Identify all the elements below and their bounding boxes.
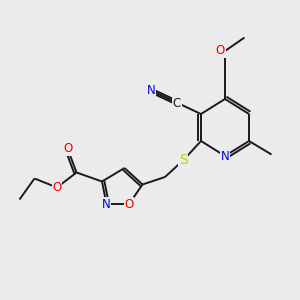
Text: C: C <box>173 97 181 110</box>
Text: S: S <box>178 154 188 167</box>
Text: N: N <box>147 83 156 97</box>
Text: O: O <box>52 181 62 194</box>
Text: N: N <box>220 149 230 163</box>
Text: N: N <box>102 197 111 211</box>
Text: O: O <box>216 44 225 58</box>
Text: O: O <box>63 142 72 155</box>
Text: O: O <box>124 197 134 211</box>
